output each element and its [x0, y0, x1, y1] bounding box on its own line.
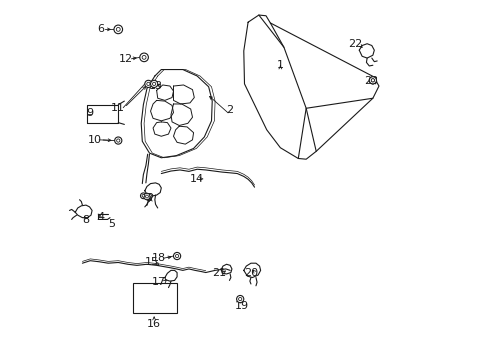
Circle shape: [116, 27, 120, 31]
Circle shape: [368, 77, 376, 84]
Text: 23: 23: [363, 76, 377, 86]
Circle shape: [140, 53, 148, 62]
Circle shape: [175, 255, 178, 258]
Text: 5: 5: [108, 219, 115, 229]
Circle shape: [144, 80, 152, 87]
Text: 10: 10: [87, 135, 102, 145]
Circle shape: [370, 79, 374, 82]
Circle shape: [368, 77, 376, 84]
Circle shape: [146, 82, 150, 86]
Text: 20: 20: [244, 267, 258, 278]
Circle shape: [150, 80, 158, 87]
Circle shape: [236, 296, 244, 303]
Text: 17: 17: [151, 277, 165, 287]
Text: 1: 1: [276, 60, 283, 70]
Circle shape: [114, 25, 122, 34]
Text: 18: 18: [152, 253, 166, 263]
Text: 16: 16: [147, 319, 161, 329]
Circle shape: [152, 82, 155, 86]
Text: 2: 2: [226, 105, 233, 115]
Circle shape: [143, 193, 150, 200]
Text: 13: 13: [148, 81, 162, 91]
Circle shape: [145, 195, 148, 198]
Circle shape: [140, 193, 146, 199]
Circle shape: [117, 139, 120, 142]
Circle shape: [370, 79, 374, 82]
Text: 19: 19: [234, 301, 248, 311]
Text: 6: 6: [97, 24, 103, 35]
Bar: [132, 283, 177, 314]
Circle shape: [142, 55, 146, 59]
Text: 11: 11: [111, 103, 125, 113]
Text: 21: 21: [212, 268, 226, 278]
Circle shape: [142, 194, 144, 197]
Circle shape: [148, 194, 152, 198]
Circle shape: [238, 297, 241, 301]
Circle shape: [173, 252, 180, 260]
Text: 12: 12: [118, 54, 132, 64]
Text: 4: 4: [97, 212, 104, 221]
Text: 7: 7: [143, 198, 150, 208]
Text: 8: 8: [82, 215, 89, 225]
Text: 9: 9: [86, 108, 94, 118]
Circle shape: [149, 195, 151, 197]
Text: 15: 15: [144, 257, 159, 267]
Text: 22: 22: [348, 40, 362, 49]
Text: 3: 3: [144, 193, 152, 203]
Circle shape: [115, 137, 122, 144]
Text: 14: 14: [190, 174, 204, 184]
